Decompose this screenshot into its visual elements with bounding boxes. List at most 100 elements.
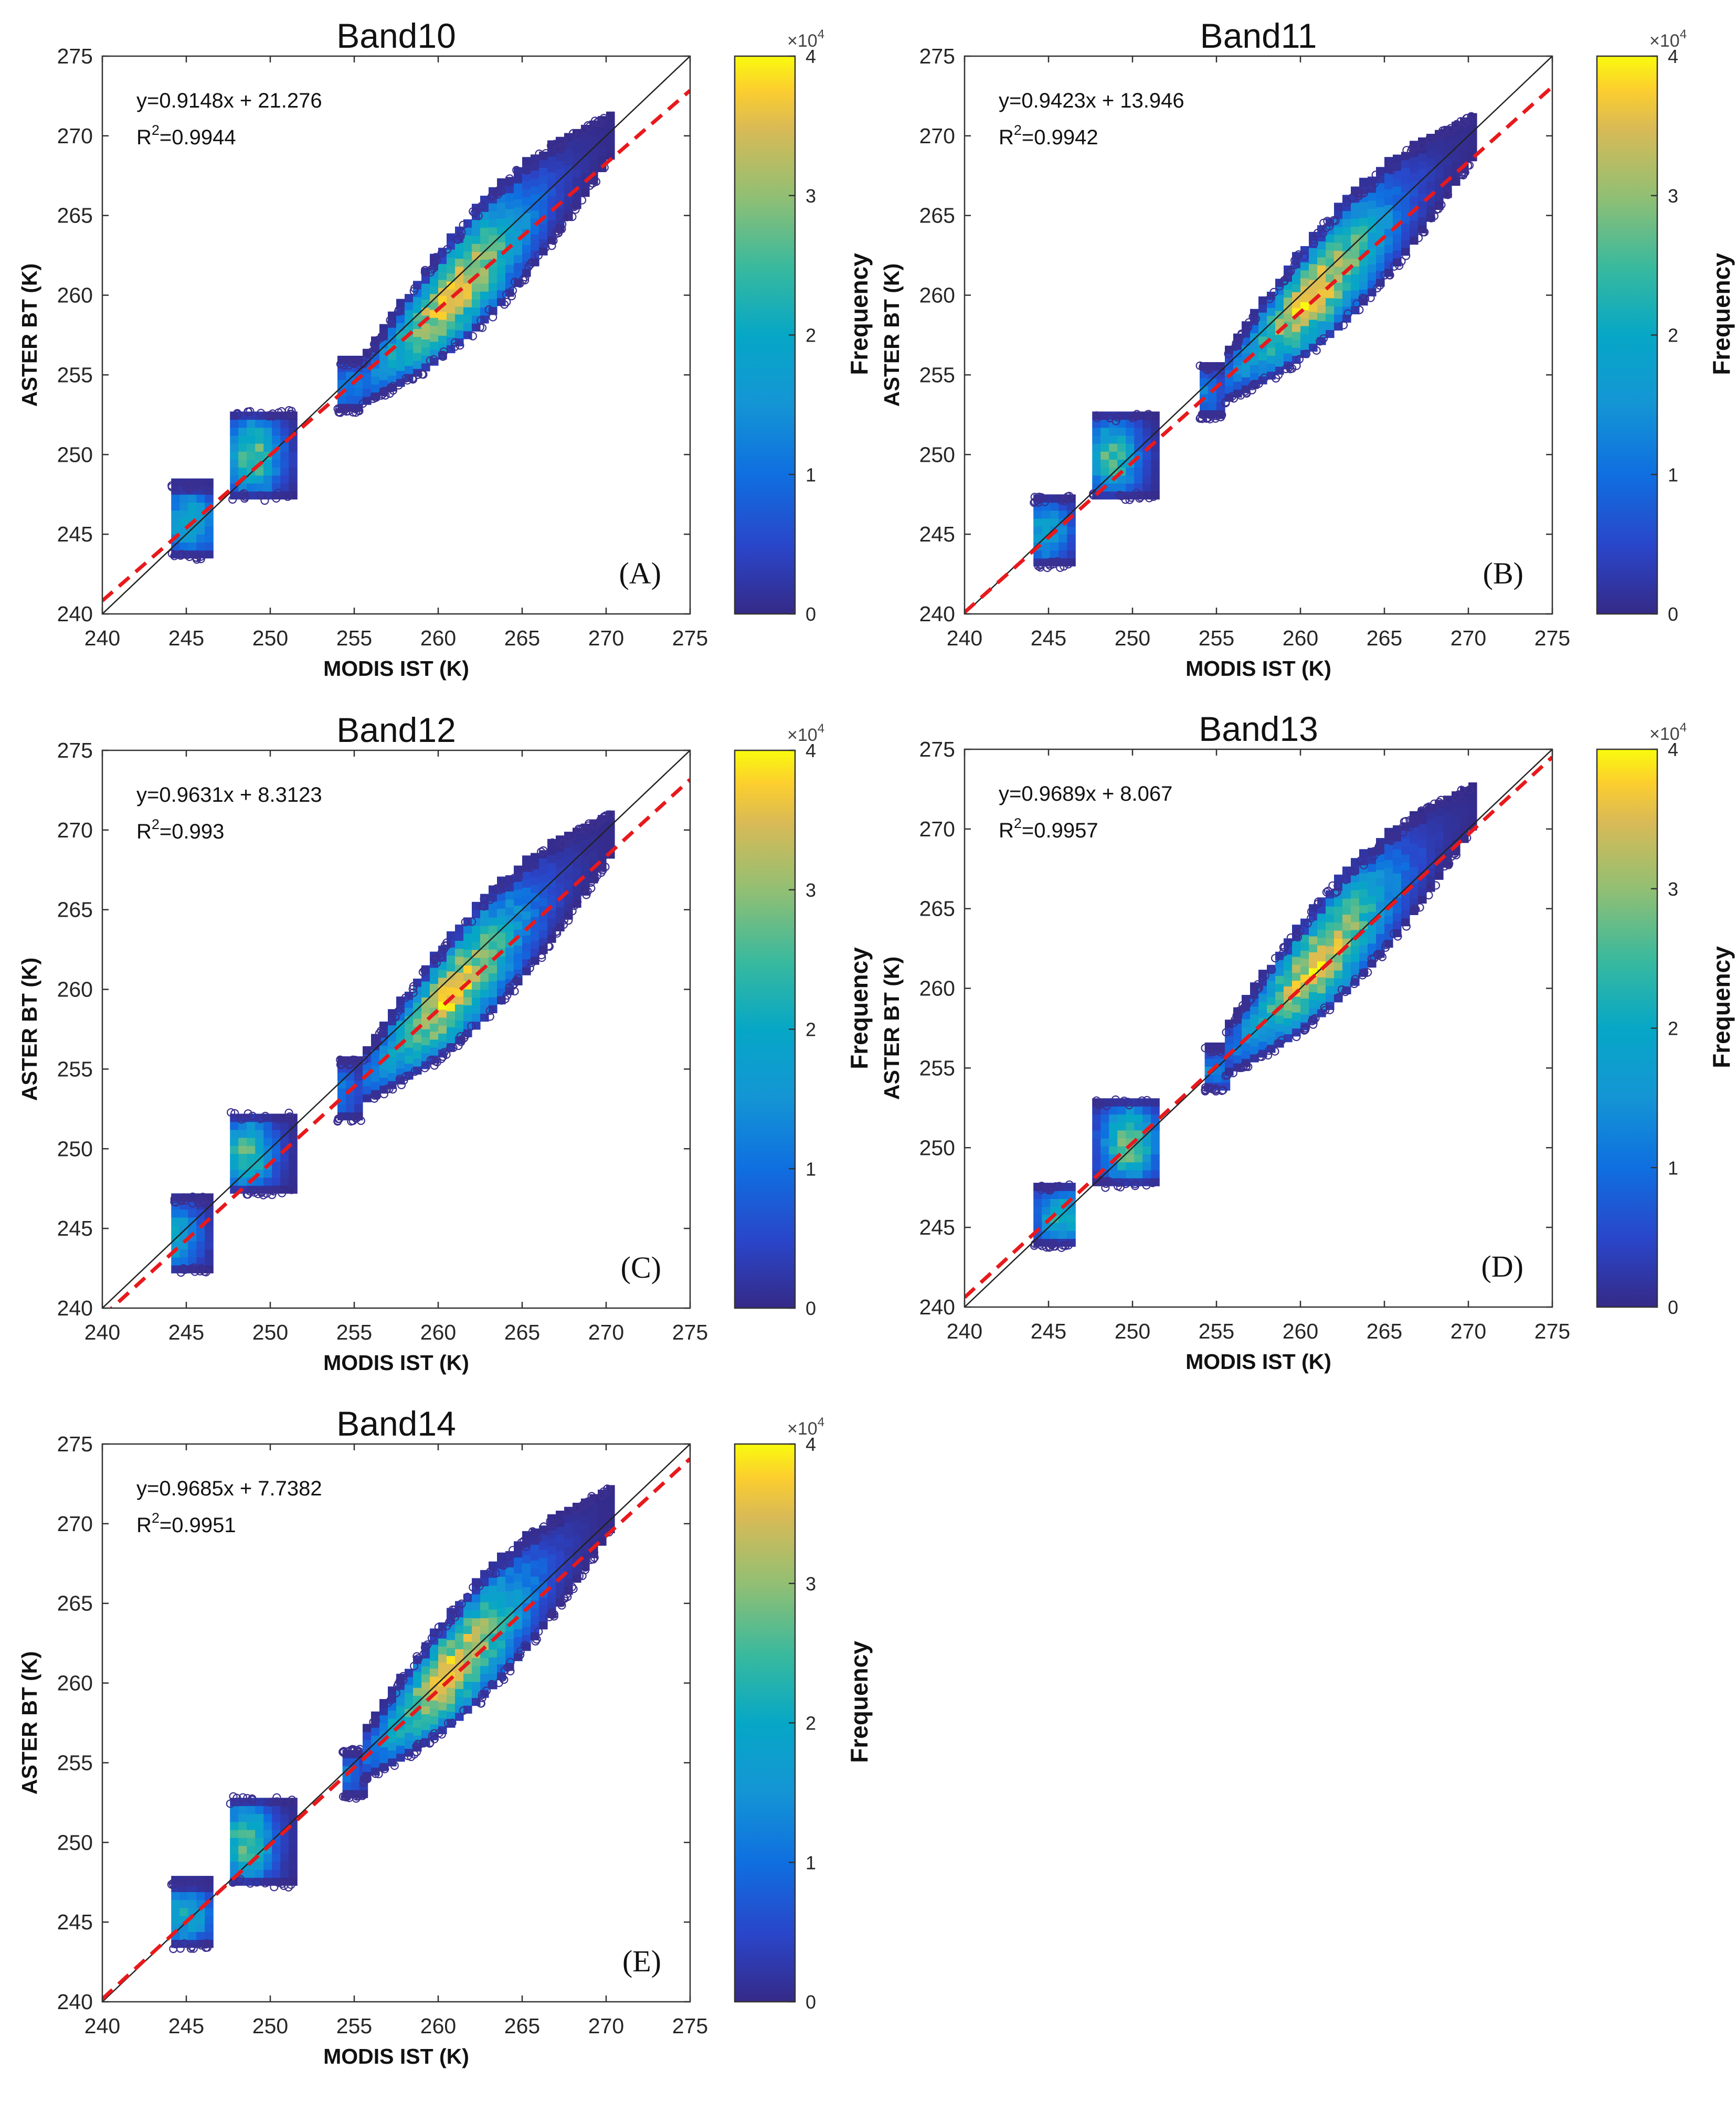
density-cell <box>547 863 556 872</box>
density-cell <box>1326 953 1335 962</box>
density-cell <box>1376 862 1385 870</box>
density-cell <box>1042 1206 1051 1215</box>
density-cell <box>472 1665 481 1674</box>
x-tick-label: 275 <box>672 1320 708 1344</box>
scatter-point <box>278 1188 287 1197</box>
density-cell <box>1233 373 1242 382</box>
density-cell <box>238 1153 247 1162</box>
density-cell <box>289 467 298 476</box>
scatter-point <box>1309 239 1318 248</box>
panel-0: 240 245 250 255 260 265 270 2752402452502552602… <box>17 16 873 681</box>
density-cell <box>405 357 414 366</box>
density-cell <box>1109 1106 1118 1115</box>
density-cell <box>1384 859 1393 868</box>
density-cell <box>1426 867 1435 876</box>
density-cell <box>447 1003 456 1012</box>
density-cell <box>255 411 264 420</box>
density-cell <box>480 1618 489 1627</box>
density-cell <box>388 1065 397 1074</box>
density-cell <box>1410 236 1419 245</box>
density-cell <box>1468 137 1477 145</box>
scatter-point <box>285 1114 294 1124</box>
scatter-point <box>1354 189 1363 198</box>
density-cell <box>514 191 523 199</box>
density-cell <box>421 307 430 316</box>
scatter-point <box>362 1775 371 1783</box>
density-cell <box>564 1531 573 1540</box>
density-cell <box>455 1617 464 1626</box>
density-cell <box>1258 993 1267 1002</box>
density-cell <box>497 258 506 267</box>
scatter-point <box>287 1185 296 1194</box>
scatter-point <box>180 1939 189 1948</box>
y-tick-label: 250 <box>57 1830 93 1854</box>
scatter-point <box>1237 331 1246 339</box>
density-cell <box>1126 435 1135 444</box>
density-cell <box>455 972 464 981</box>
scatter-point <box>189 1944 198 1953</box>
density-cell <box>1401 870 1410 879</box>
density-cell <box>606 119 615 128</box>
density-cell <box>539 239 548 248</box>
density-cell <box>514 961 523 970</box>
scatter-point <box>1046 1186 1055 1195</box>
density-cell <box>413 360 422 369</box>
density-cell <box>280 443 289 452</box>
panel-1: 240 245 250 255 260 265 270 2752402452502552602… <box>880 16 1735 681</box>
density-cell <box>447 249 456 258</box>
scatter-point <box>1388 831 1396 840</box>
density-cell <box>205 1915 214 1924</box>
density-cell <box>1242 1050 1251 1059</box>
density-cell <box>1317 313 1326 322</box>
density-cell <box>280 1153 289 1162</box>
density-cell <box>606 151 615 160</box>
scatter-point <box>1393 831 1402 840</box>
scatter-point <box>562 213 571 221</box>
density-cell <box>472 243 481 252</box>
density-cell <box>230 1121 239 1130</box>
scatter-point <box>559 920 568 929</box>
axes-frame <box>964 55 1553 615</box>
scatter-point <box>1348 193 1357 203</box>
density-cell <box>1284 1018 1293 1026</box>
x-tick-label: 240 <box>947 1319 982 1343</box>
scatter-point <box>1452 121 1461 130</box>
density-cell <box>1151 1154 1160 1163</box>
scatter-point <box>507 292 516 301</box>
scatter-point <box>559 916 568 925</box>
density-cell <box>1384 260 1393 269</box>
scatter-point <box>1402 152 1411 161</box>
scatter-point <box>522 863 531 872</box>
density-cell <box>430 1684 439 1693</box>
scatter-point <box>583 887 592 896</box>
scatter-point <box>1417 142 1426 151</box>
scatter-point <box>468 332 478 341</box>
scatter-point <box>1292 1032 1301 1042</box>
density-cell <box>564 1546 573 1555</box>
density-cell <box>1292 283 1301 292</box>
density-cell <box>430 341 439 350</box>
density-cell <box>1134 427 1143 436</box>
scatter-point <box>374 1769 383 1779</box>
density-cell <box>255 475 264 484</box>
density-cell <box>1216 394 1225 402</box>
x-axis-label: MODIS IST (K) <box>323 656 469 681</box>
density-cell <box>405 1023 414 1032</box>
density-cell <box>564 872 573 880</box>
density-cell <box>514 1605 523 1613</box>
x-tick-label: 265 <box>1367 1319 1402 1343</box>
density-cell <box>1342 218 1351 227</box>
density-cell <box>289 1845 298 1854</box>
density-cell <box>1200 402 1209 410</box>
density-cell <box>421 323 430 332</box>
scatter-point <box>167 549 176 558</box>
scatter-point <box>1309 235 1318 245</box>
density-cell <box>179 518 188 527</box>
density-cell <box>1410 173 1419 181</box>
density-cell <box>388 1025 397 1034</box>
scatter-point <box>489 313 497 322</box>
density-cell <box>1435 194 1444 202</box>
scatter-point <box>1114 1178 1123 1187</box>
density-cell <box>263 1145 272 1154</box>
density-cell <box>522 887 531 896</box>
